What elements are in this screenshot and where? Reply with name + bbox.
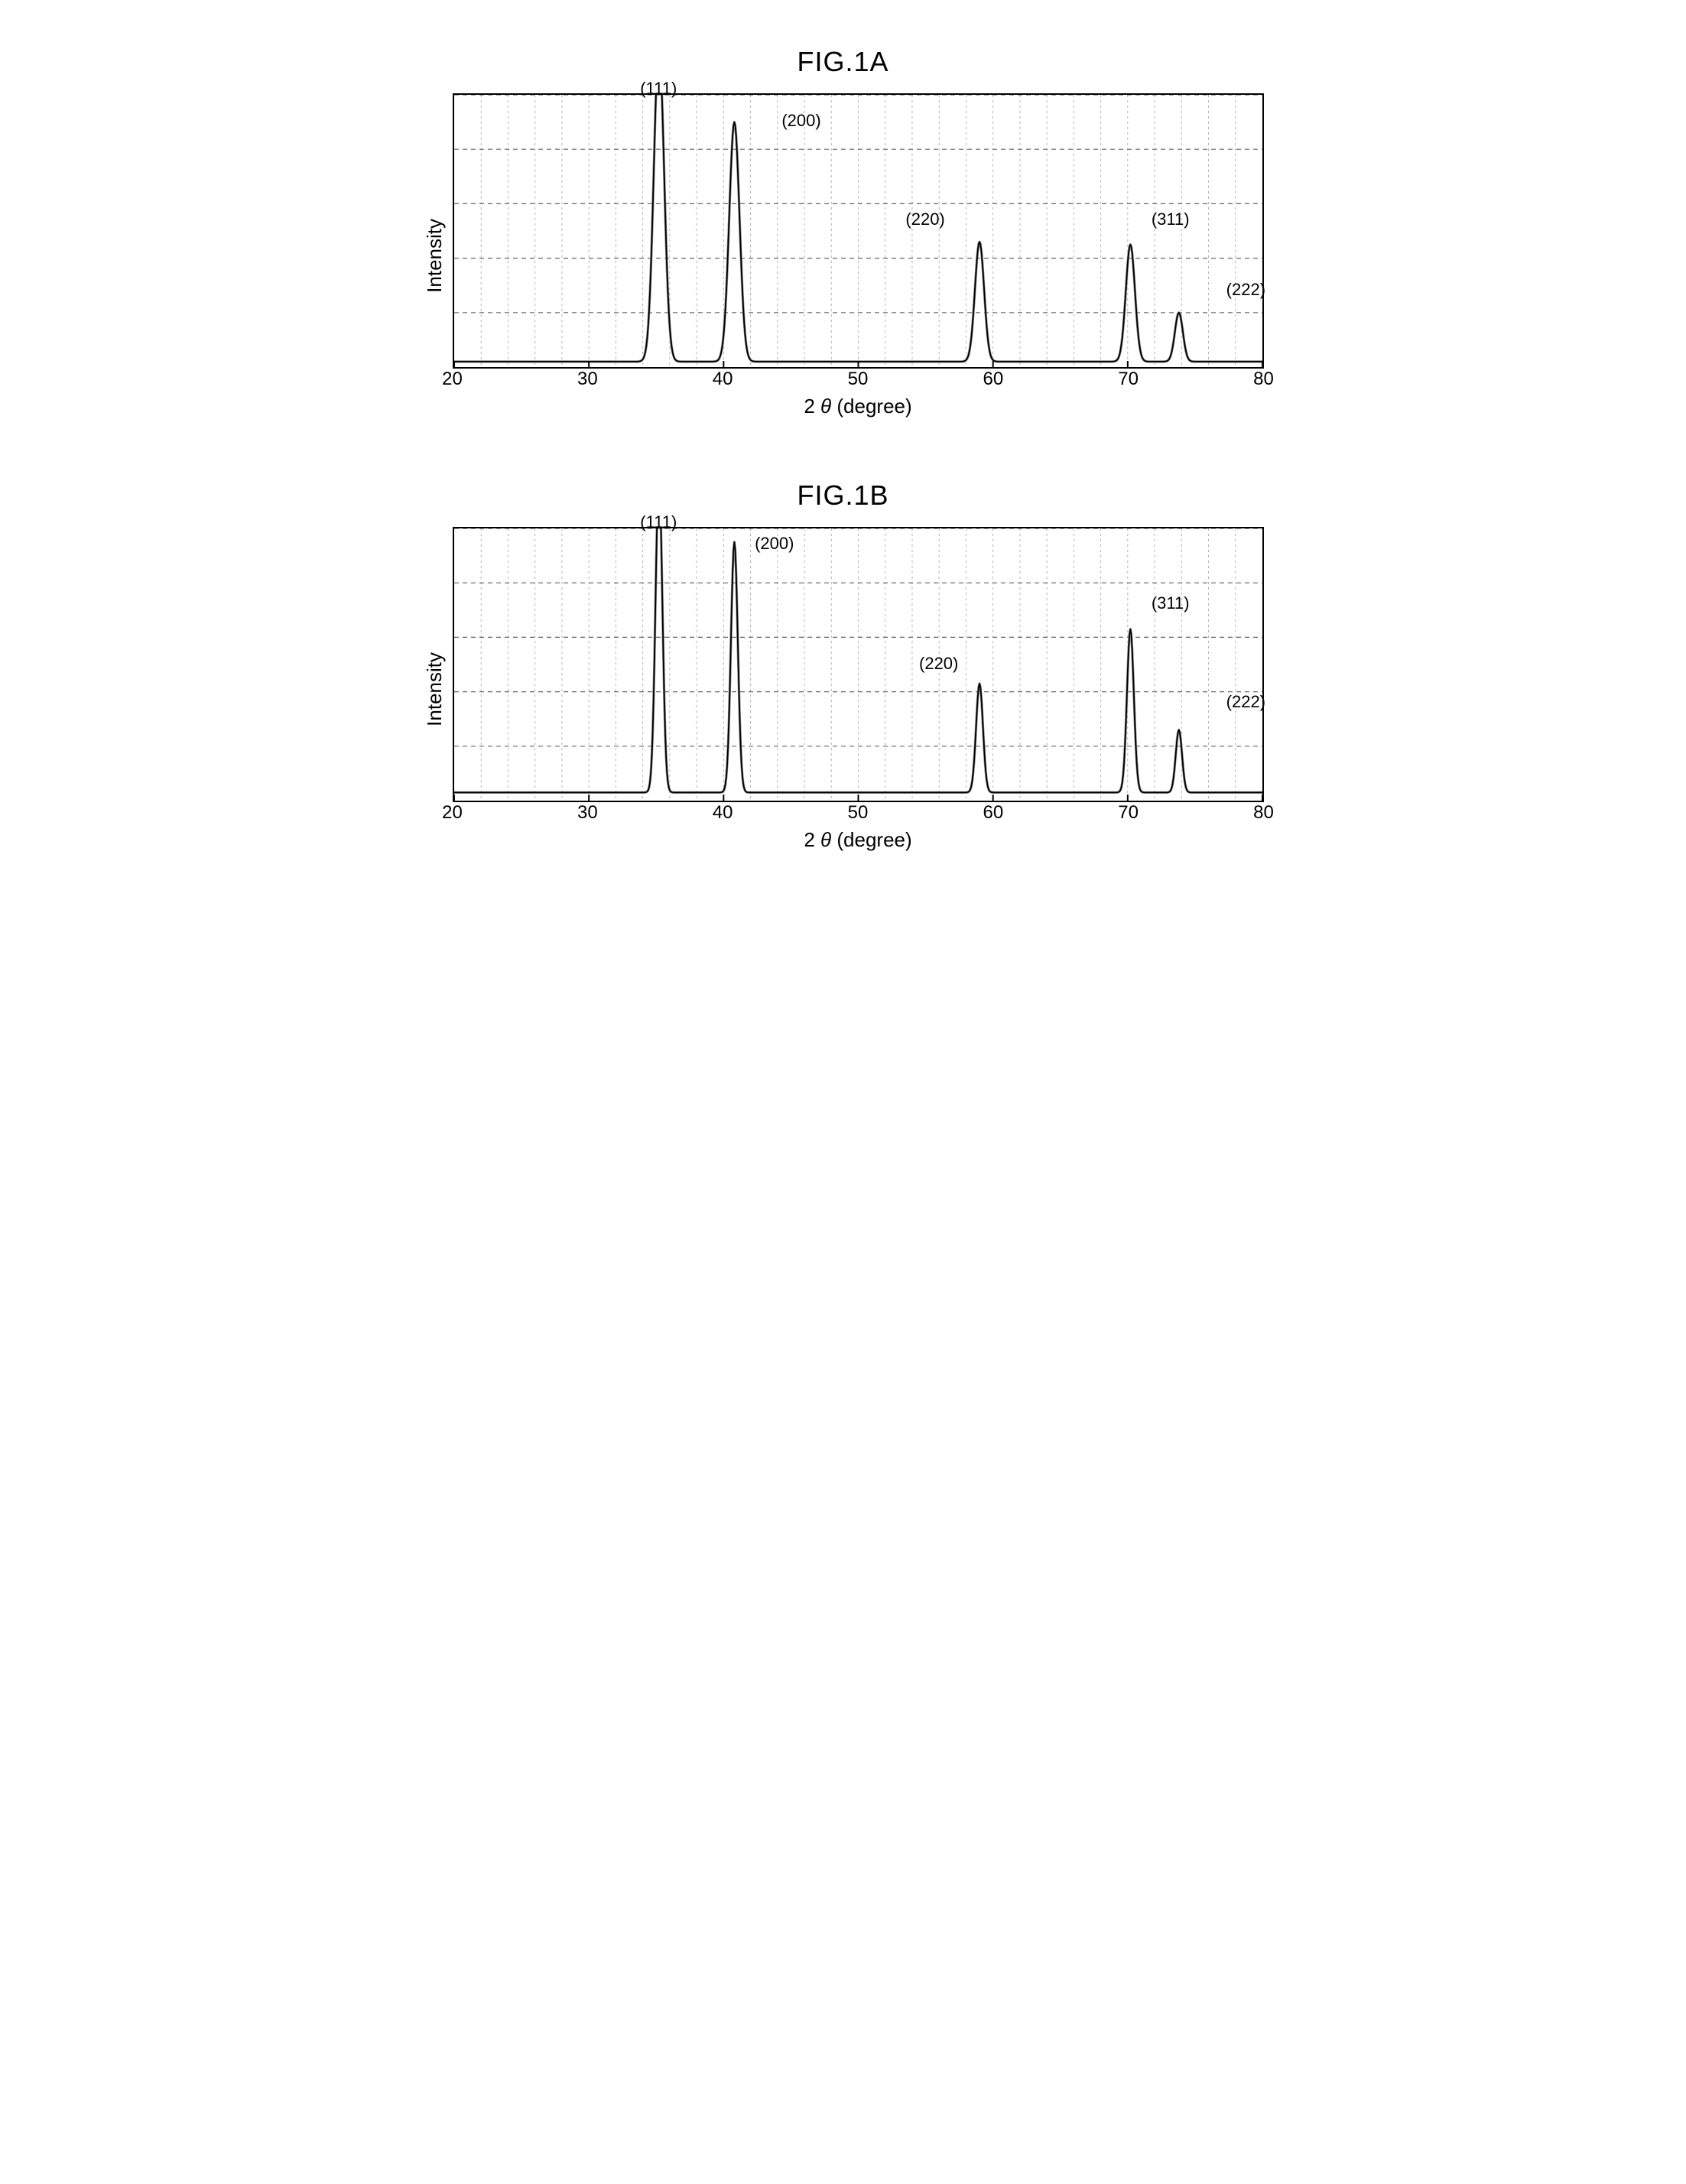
peak-label: (220) <box>905 210 944 229</box>
x-tick-label: 30 <box>577 369 598 390</box>
figure-title: FIG.1B <box>423 479 1264 512</box>
chart-wrap: (111)(200)(220)(311)(222)203040506070802… <box>453 93 1264 418</box>
peak-label: (111) <box>640 79 677 99</box>
plot-box: (111)(200)(220)(311)(222) <box>453 93 1264 369</box>
x-tick-label: 30 <box>577 802 598 824</box>
chart-wrap: (111)(200)(220)(311)(222)203040506070802… <box>453 527 1264 852</box>
plot-box: (111)(200)(220)(311)(222) <box>453 527 1264 802</box>
peak-label: (111) <box>640 512 677 532</box>
peak-label: (311) <box>1152 593 1190 613</box>
x-tick-label: 40 <box>713 802 733 824</box>
x-tick-row: 20304050607080 <box>453 369 1264 392</box>
x-tick-label: 50 <box>848 369 869 390</box>
x-tick-label: 60 <box>983 802 1003 824</box>
y-axis-label: Intensity <box>423 652 447 726</box>
x-tick-label: 60 <box>983 369 1003 390</box>
chart-row: Intensity(111)(200)(220)(311)(222)203040… <box>423 93 1264 418</box>
x-tick-label: 70 <box>1118 802 1139 824</box>
x-tick-label: 80 <box>1253 802 1274 824</box>
x-tick-label: 20 <box>442 369 463 390</box>
xlabel-theta: θ <box>820 828 831 851</box>
figure-block: FIG.1A Intensity (111) (200) (220) (311) (222)… <box>423 46 1264 418</box>
peak-label: (220) <box>919 654 958 674</box>
chart-row: Intensity(111)(200)(220)(311)(222)203040… <box>423 527 1264 852</box>
peak-label: (200) <box>755 534 794 554</box>
xrd-plot-svg <box>454 528 1262 801</box>
x-tick-label: 40 <box>713 369 733 390</box>
xlabel-suffix: (degree) <box>831 395 912 418</box>
x-tick-label: 70 <box>1118 369 1139 390</box>
xlabel-theta: θ <box>820 395 831 418</box>
peak-label: (200) <box>781 111 820 131</box>
x-tick-label: 20 <box>442 802 463 824</box>
y-axis-label: Intensity <box>423 219 447 293</box>
x-axis-label: 2 θ (degree) <box>453 828 1264 852</box>
peak-label: (311) <box>1152 210 1190 229</box>
x-tick-label: 50 <box>848 802 869 824</box>
x-axis-label: 2 θ (degree) <box>453 395 1264 418</box>
xlabel-suffix: (degree) <box>831 828 912 851</box>
x-tick-label: 80 <box>1253 369 1274 390</box>
peak-label: (222) <box>1226 692 1265 712</box>
xlabel-prefix: 2 <box>804 395 814 418</box>
xlabel-prefix: 2 <box>804 828 814 851</box>
x-tick-row: 20304050607080 <box>453 802 1264 825</box>
page: FIG.1A Intensity (111) (200) (220) (311) (222)… <box>423 46 1264 852</box>
figure-title: FIG.1A <box>423 46 1264 78</box>
figure-block: FIG.1B Intensity (111) (200) (220) (311) (222)… <box>423 479 1264 852</box>
peak-label: (222) <box>1226 280 1265 300</box>
xrd-plot-svg <box>454 95 1262 367</box>
